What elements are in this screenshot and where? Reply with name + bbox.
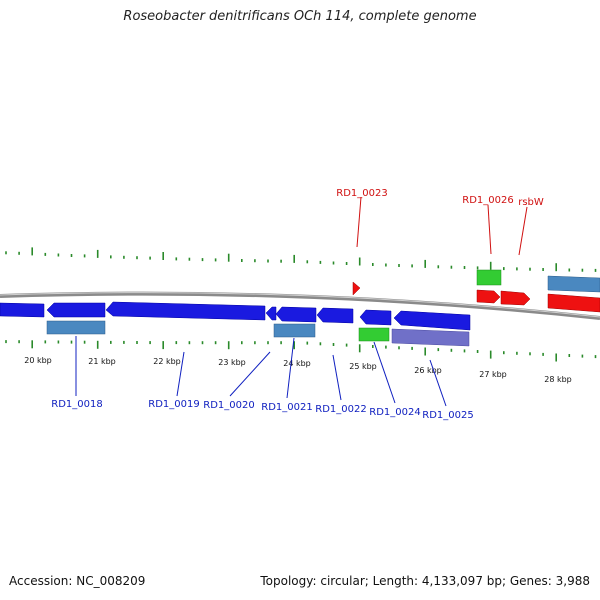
- scale-label: 24 kbp: [283, 359, 311, 368]
- forward-strand-features: [476, 269, 600, 293]
- scale-label: 20 kbp: [24, 356, 52, 365]
- gene-label-rd1-0024[interactable]: RD1_0024: [369, 407, 420, 418]
- gene-label-rd1-0026[interactable]: RD1_0026: [462, 195, 513, 206]
- scale-labels: 20 kbp 21 kbp 22 kbp 23 kbp 24 kbp 25 kb…: [24, 356, 572, 384]
- gene-arrow-rd1-0024[interactable]: [359, 309, 392, 326]
- scale-label: 28 kbp: [544, 375, 572, 384]
- gene-arrow-rd1-0020[interactable]: [265, 306, 277, 321]
- gene-label-rd1-0020[interactable]: RD1_0020: [203, 400, 254, 411]
- gene-label-rd1-0018[interactable]: RD1_0018: [51, 399, 102, 410]
- lower-tick-track: [5, 340, 597, 362]
- reverse-strand-genes: [0, 301, 471, 331]
- leader-line-rsbw: [518, 206, 528, 256]
- gene-label-rd1-0019[interactable]: RD1_0019: [148, 399, 199, 410]
- gene-label-rd1-0025[interactable]: RD1_0025: [422, 410, 473, 421]
- leader-line-rd1-0025: [429, 359, 447, 407]
- gene-label-rd1-0023[interactable]: RD1_0023: [336, 188, 387, 199]
- gene-arrow-rd1-0022[interactable]: [316, 307, 354, 324]
- gene-label-rd1-0021[interactable]: RD1_0021: [261, 402, 312, 413]
- gene-arrow-rd1-0026[interactable]: [476, 289, 501, 304]
- topology-text: Topology: circular; Length: 4,133,097 bp…: [260, 574, 590, 588]
- gene-arrow-rd1-0021[interactable]: [275, 306, 317, 323]
- leader-line-rd1-0021: [286, 337, 295, 399]
- genome-backbone-highlight: [0, 292, 600, 318]
- genome-backbone: [0, 291, 600, 320]
- gene-arrow-rd1-0025[interactable]: [393, 310, 471, 331]
- leader-line-rd1-0023: [356, 196, 362, 248]
- leader-line-rd1-0020: [229, 351, 271, 397]
- feature-rd1-0018[interactable]: [46, 320, 106, 335]
- map-title: Roseobacter denitrificans OCh 114, compl…: [123, 9, 477, 24]
- accession-text: Accession: NC_008209: [9, 574, 146, 588]
- gene-label-rsbw[interactable]: rsbW: [518, 197, 544, 208]
- gene-label-rd1-0022[interactable]: RD1_0022: [315, 404, 366, 415]
- scale-label: 27 kbp: [479, 370, 507, 379]
- gene-labels: RD1_0018 RD1_0019 RD1_0020 RD1_0021 RD1_…: [51, 188, 544, 421]
- feature-next-blue[interactable]: [547, 275, 600, 293]
- gene-arrow-next-forward[interactable]: [547, 293, 600, 313]
- leader-line-rd1-0026: [487, 204, 492, 255]
- leader-line-rd1-0019: [176, 351, 185, 397]
- scale-label: 25 kbp: [349, 362, 377, 371]
- forward-strand-genes: [352, 281, 600, 313]
- gene-arrow-rsbw[interactable]: [500, 290, 531, 306]
- gene-arrow-rd1-0017[interactable]: [0, 302, 45, 318]
- label-leader-lines: [75, 336, 447, 407]
- feature-rd1-0021[interactable]: [273, 323, 316, 338]
- scale-label: 21 kbp: [88, 357, 116, 366]
- scale-label: 26 kbp: [414, 366, 442, 375]
- leader-line-rd1-0022: [332, 354, 342, 401]
- reverse-strand-features: [46, 320, 470, 347]
- leader-line-rd1-0024: [373, 341, 396, 404]
- feature-rd1-0024-green[interactable]: [358, 327, 390, 342]
- feature-rd1-0025[interactable]: [391, 328, 470, 347]
- scale-label: 23 kbp: [218, 358, 246, 367]
- gene-arrow-rd1-0019[interactable]: [105, 301, 266, 321]
- gene-arrow-rd1-0023[interactable]: [352, 281, 361, 296]
- scale-label: 22 kbp: [153, 357, 181, 366]
- gene-arrow-rd1-0018[interactable]: [46, 302, 106, 318]
- label-leader-lines-forward: [356, 196, 528, 256]
- upper-tick-track: [5, 247, 597, 272]
- feature-rd1-0026-green[interactable]: [476, 269, 502, 286]
